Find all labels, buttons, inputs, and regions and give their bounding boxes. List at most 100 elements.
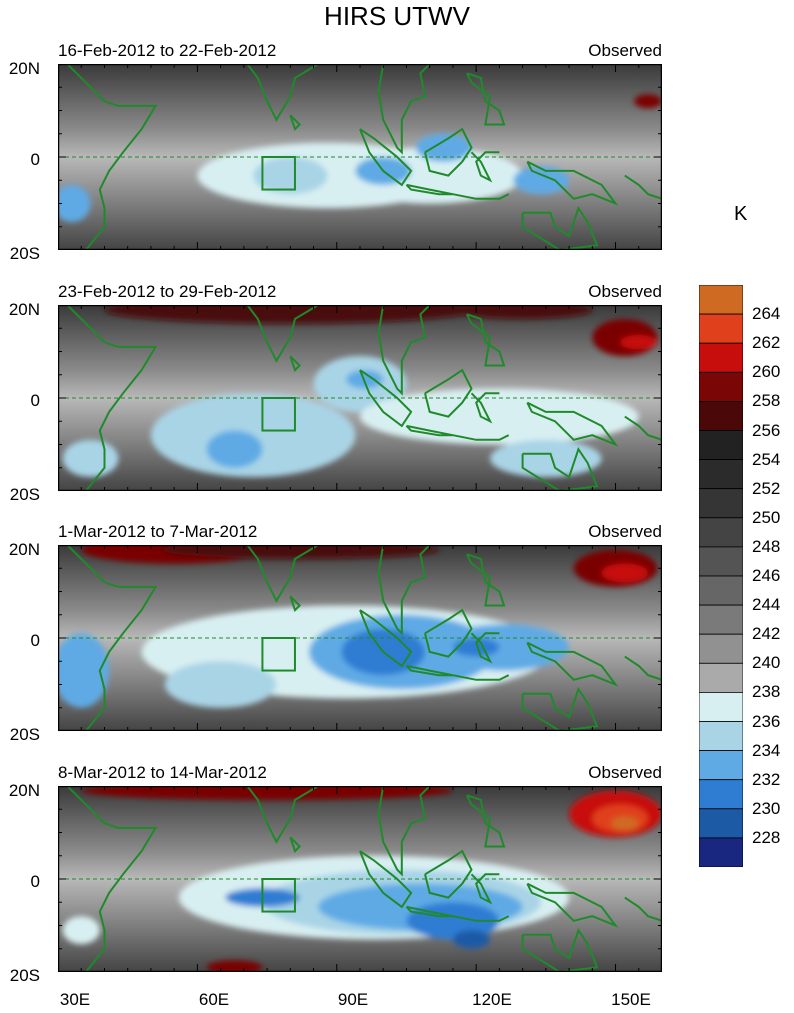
panel-date-range: 8-Mar-2012 to 14-Mar-2012 [58,763,267,782]
lat-label-equator: 0 [30,391,40,410]
coastline [624,174,662,200]
moist-contour-region [164,661,277,708]
colorbar-tick-label: 264 [752,304,781,324]
coastline [377,786,431,877]
moist-contour-region [58,633,110,708]
coastline [452,674,510,681]
moist-contour-region [513,166,570,195]
coastline [66,545,158,731]
coastline [229,305,319,363]
colorbar-swatch [699,837,743,867]
coastline [289,355,302,372]
colorbar-swatch [699,808,743,839]
moist-contour-region [253,157,328,195]
lon-label-90e: 90E [337,990,369,1009]
coastline [521,446,599,491]
dry-contour-region [634,94,662,109]
map-panel-2: 23-Feb-2012 to 29-Feb-2012 Observed 20N … [0,281,690,517]
coastline [466,553,506,607]
panel-type-label: Observed [588,763,662,782]
coastline [359,128,413,187]
coastline [452,193,510,200]
colorbar-tick-label: 246 [752,566,781,585]
moist-contour-region [62,439,119,478]
coastline [66,305,158,491]
coastline [359,609,413,668]
lat-label-20n: 20N [8,540,40,559]
colorbar-tick-label: 258 [752,391,781,411]
coastline [424,368,473,418]
moist-contour-region [438,624,570,671]
coastline [526,160,619,206]
coastline [466,313,506,367]
panel-date-range: 1-Mar-2012 to 7-Mar-2012 [58,522,258,541]
colorbar-swatch [699,633,743,664]
coastline [424,849,473,899]
lat-label-20n: 20N [8,59,40,78]
colorbar-swatch [699,546,743,577]
colorbar-swatch [699,575,743,606]
colorbar-tick-label: 262 [752,333,781,353]
panel-type-label: Observed [588,522,662,541]
colorbar-tick-label: 232 [752,769,781,789]
region-box [261,156,296,191]
colorbar-swatch [699,285,743,315]
coastline [405,424,454,437]
colorbar-swatch [699,459,743,490]
coastline [289,595,302,612]
main-title: HIRS UTWV [324,1,470,31]
colorbar-swatch [699,779,743,810]
colorbar-tick-label: 256 [752,420,781,440]
colorbar-tick-label: 244 [752,595,781,615]
colorbar-tick-label: 230 [752,798,781,818]
coastline [624,896,662,922]
coastline [359,369,413,428]
coastline [466,72,506,126]
panel-date-range: 16-Feb-2012 to 22-Feb-2012 [58,41,277,60]
region-box [261,397,296,432]
dry-contour-region [452,305,593,319]
lon-label-120e: 120E [472,990,512,1009]
coastline [405,664,454,677]
colorbar-tick-label: 254 [752,449,781,469]
colorbar-swatch [699,721,743,752]
colorbar-tick-label: 260 [752,362,781,382]
coastline [377,545,431,636]
coastline [405,183,454,196]
coastline [229,64,319,122]
coastline [624,655,662,681]
colorbar-swatch [699,488,743,519]
coastline [405,905,454,918]
coastline [229,545,319,603]
coastline [466,794,506,848]
lat-label-equator: 0 [30,631,40,650]
coastline [526,401,619,447]
map-panel-4: 8-Mar-2012 to 14-Mar-2012 Observed 20N 0… [0,762,690,998]
colorbar-tick-label: 234 [752,740,781,760]
moist-contour-region [490,439,602,478]
map-panel-1: 16-Feb-2012 to 22-Feb-2012 Observed 20N … [0,40,690,276]
moist-contour-region [58,184,91,223]
coastline [470,873,500,905]
colorbar-tick-label: 252 [752,478,781,498]
utwv-map [58,545,662,731]
utwv-map [58,786,662,972]
lat-label-20n: 20N [8,300,40,319]
coastline [521,927,599,972]
map-panel-3: 1-Mar-2012 to 7-Mar-2012 Observed 20N 0 … [0,521,690,757]
coastline [470,392,500,424]
coastline [229,786,319,844]
colorbar-swatch [699,691,743,722]
colorbar-swatch [699,430,743,461]
lat-label-20s: 20S [9,485,40,504]
coastline [521,205,599,250]
lon-label-150e: 150E [611,990,651,1009]
colorbar-swatch [699,662,743,693]
moist-contour-region [452,638,500,657]
colorbar-tick-label: 228 [752,827,781,847]
lat-label-20n: 20N [8,781,40,800]
colorbar-swatch [699,604,743,635]
lon-label-30e: 30E [59,990,91,1009]
coastline [526,641,619,687]
lat-label-20s: 20S [9,725,40,744]
